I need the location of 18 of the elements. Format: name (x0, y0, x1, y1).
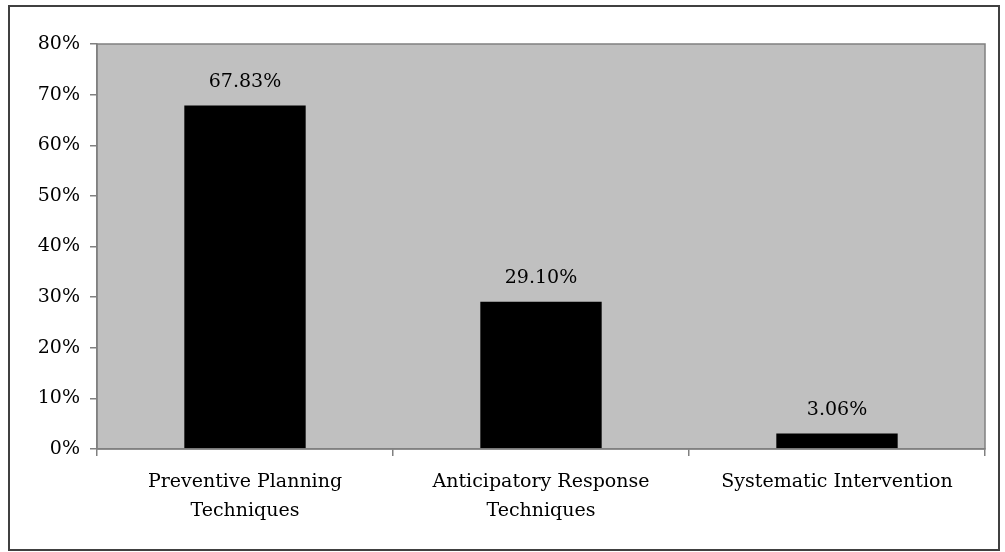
bar (184, 105, 306, 449)
bar (480, 301, 602, 449)
bar (776, 433, 898, 449)
y-tick-label: 50% (37, 182, 80, 205)
x-tick-label: Anticipatory Response Techniques (431, 469, 650, 520)
y-tick-label: 60% (37, 132, 80, 155)
y-tick-label: 70% (37, 81, 80, 104)
y-tick-label: 0% (49, 435, 80, 458)
data-label: 29.10% (504, 265, 578, 288)
y-tick-label: 20% (37, 334, 80, 357)
x-tick-label: Preventive Planning Techniques (147, 469, 343, 520)
data-label: 3.06% (806, 396, 868, 419)
y-tick-label: 30% (37, 284, 80, 307)
x-tick-label: Systematic Intervention (721, 469, 953, 492)
y-tick-label: 10% (37, 385, 80, 408)
y-tick-label: 80% (37, 30, 80, 53)
y-tick-label: 40% (37, 233, 80, 256)
data-label: 67.83% (208, 69, 282, 92)
